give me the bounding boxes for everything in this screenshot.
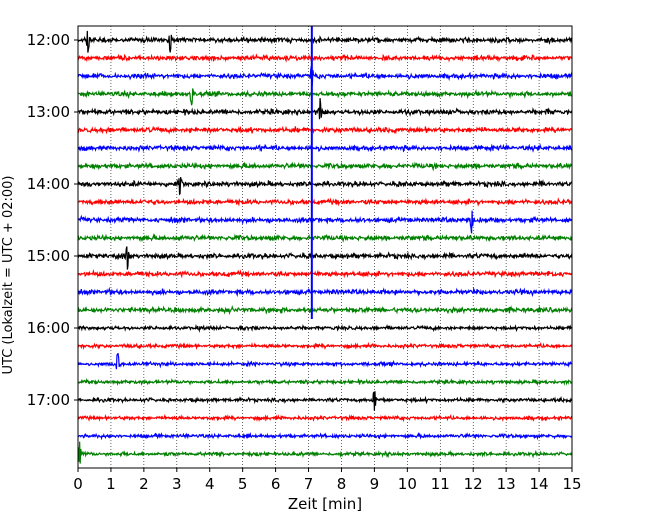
y-tick-label: 17:00	[27, 391, 70, 409]
x-tick-label: 6	[271, 475, 281, 493]
y-tick-label: 16:00	[27, 319, 70, 337]
trace-line	[77, 53, 573, 63]
x-axis-ticks: 0 1 2 3 4 5 6 7 8 9 10 11 12 13 14 15	[73, 468, 582, 493]
y-axis-label: UTC (Lokalzeit = UTC + 02:00)	[1, 176, 16, 375]
y-tick-label: 14:00	[27, 175, 70, 193]
trace-line	[77, 268, 573, 279]
trace-line	[77, 441, 573, 464]
trace-line	[77, 341, 573, 351]
seismic-traces	[77, 30, 573, 464]
y-tick-label: 12:00	[27, 31, 70, 49]
trace-line	[77, 176, 573, 196]
x-tick-label: 0	[73, 475, 83, 493]
trace-line	[77, 391, 573, 411]
trace-line	[77, 143, 573, 153]
x-tick-label: 12	[464, 475, 483, 493]
x-tick-label: 5	[238, 475, 248, 493]
x-tick-label: 4	[205, 475, 215, 493]
x-tick-label: 10	[398, 475, 417, 493]
x-tick-label: 8	[337, 475, 347, 493]
x-axis-label: Zeit [min]	[288, 495, 362, 513]
plot-frame	[77, 25, 573, 469]
trace-line	[77, 210, 573, 234]
x-tick-label: 3	[172, 475, 182, 493]
x-tick-label: 7	[304, 475, 314, 493]
trace-line	[77, 413, 573, 423]
x-tick-label: 15	[562, 475, 581, 493]
trace-line	[77, 246, 573, 270]
trace-line	[77, 161, 573, 172]
trace-line	[77, 30, 573, 53]
trace-line	[77, 304, 573, 316]
y-axis-ticks: 12:00 13:00 14:00 15:00 16:00 17:00	[27, 31, 78, 409]
trace-line	[77, 353, 573, 370]
x-tick-label: 11	[431, 475, 450, 493]
trace-line	[77, 197, 573, 207]
x-tick-label: 14	[530, 475, 549, 493]
y-tick-label: 15:00	[27, 247, 70, 265]
x-tick-label: 2	[139, 475, 149, 493]
trace-line	[77, 431, 573, 441]
trace-line	[77, 88, 573, 106]
x-tick-label: 1	[106, 475, 116, 493]
y-tick-label: 13:00	[27, 103, 70, 121]
trace-line	[77, 323, 573, 333]
trace-line	[77, 65, 573, 89]
trace-line	[77, 377, 573, 387]
trace-line	[77, 232, 573, 243]
trace-line	[77, 125, 573, 135]
x-tick-label: 9	[370, 475, 380, 493]
x-tick-label: 13	[497, 475, 516, 493]
trace-line	[77, 98, 573, 120]
trace-line	[77, 286, 573, 298]
